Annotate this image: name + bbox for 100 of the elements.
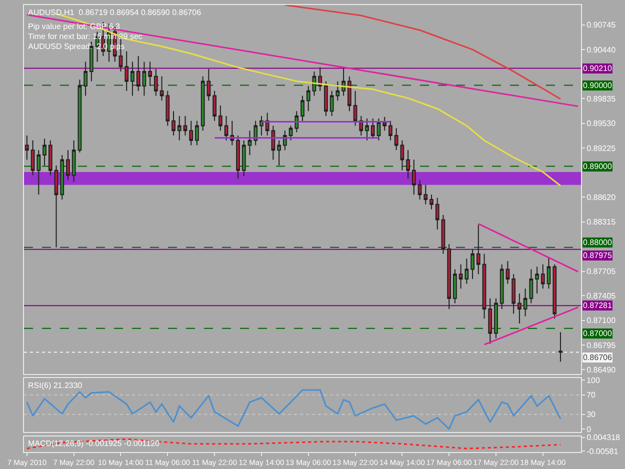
- candlestick: [248, 130, 252, 156]
- candlestick: [72, 140, 76, 182]
- candlestick: [218, 105, 222, 132]
- ref-line-label: 0.87000: [583, 329, 612, 338]
- y-tick-label: 0.89530: [586, 119, 616, 128]
- candlestick: [494, 298, 498, 339]
- candlestick: [60, 154, 64, 200]
- candlestick: [206, 68, 211, 102]
- candlestick: [300, 95, 304, 122]
- candlestick: [177, 116, 182, 141]
- candlestick: [488, 298, 492, 344]
- candlestick: [212, 90, 216, 122]
- candlestick: [318, 66, 322, 92]
- chart-title: AUDUSD,H1 0.86719 0.86954 0.86590 0.86706: [28, 8, 202, 17]
- candlestick: [447, 244, 452, 310]
- ref-line-label: 0.89000: [583, 162, 612, 171]
- candlestick: [224, 116, 228, 141]
- candlestick: [242, 140, 246, 177]
- ref-line-label: 0.90000: [583, 81, 612, 90]
- candlestick: [347, 76, 352, 112]
- candlestick: [254, 120, 258, 146]
- y-tick-label: 0.89835: [586, 94, 616, 104]
- candlestick: [552, 264, 557, 320]
- candlestick: [441, 214, 446, 254]
- candlestick: [25, 134, 29, 160]
- y-tick-label: 0: [586, 424, 592, 434]
- y-tick-label: 0.87405: [586, 291, 616, 300]
- ref-line-label: 0.86706: [583, 353, 612, 362]
- candlestick: [288, 125, 293, 141]
- candlestick: [453, 268, 457, 304]
- candlestick: [540, 264, 545, 290]
- candlestick: [189, 120, 194, 146]
- y-tick-label: 0.90440: [586, 45, 616, 54]
- candlestick: [476, 224, 480, 275]
- candlestick: [36, 150, 41, 196]
- candlestick: [435, 197, 440, 230]
- y-tick-label: 70: [586, 390, 596, 400]
- candlestick: [160, 76, 164, 102]
- y-tick-label: 0.89225: [586, 144, 616, 153]
- candlestick: [42, 138, 46, 166]
- y-tick-label: 0.004318: [586, 433, 621, 442]
- candlestick: [260, 116, 264, 136]
- y-tick-label: 0.90745: [586, 20, 616, 30]
- line-series: [26, 389, 562, 430]
- y-tick-label: 0.88315: [586, 218, 616, 227]
- y-tick-label: 0.87100: [586, 316, 616, 326]
- candlestick: [506, 260, 510, 284]
- ref-line-label: 0.90210: [583, 64, 612, 73]
- candlestick: [294, 110, 299, 133]
- candlestick: [370, 118, 375, 140]
- candlestick: [376, 118, 381, 141]
- candlestick: [388, 120, 392, 141]
- candlestick: [130, 61, 134, 96]
- y-tick-label: 0.88620: [586, 192, 616, 202]
- candlestick: [78, 79, 82, 154]
- candlestick: [154, 68, 158, 96]
- candlestick: [535, 266, 539, 294]
- candlestick: [406, 150, 410, 179]
- candlestick: [66, 150, 70, 181]
- candlestick: [512, 274, 516, 314]
- candlestick: [306, 86, 310, 112]
- candlestick: [424, 184, 428, 205]
- candlestick: [142, 61, 146, 96]
- ref-line-label: 0.87281: [583, 301, 612, 310]
- candlestick: [148, 61, 152, 87]
- candlestick: [324, 80, 328, 117]
- candlestick: [136, 56, 140, 92]
- candlestick: [236, 134, 240, 179]
- candlestick: [412, 159, 416, 196]
- candlestick: [183, 116, 188, 136]
- candlestick: [342, 66, 346, 96]
- candlestick: [382, 116, 387, 132]
- line-series: [284, 5, 562, 100]
- candlestick: [353, 90, 358, 126]
- chart-title: RSI(6) 21.2330: [28, 381, 83, 390]
- candlestick: [200, 76, 205, 132]
- y-tick-label: 30: [586, 410, 596, 420]
- candlestick: [166, 90, 170, 126]
- ref-line-label: 0.87975: [583, 251, 612, 260]
- line-series: [26, 438, 562, 450]
- candlestick: [54, 164, 58, 248]
- candlestick: [558, 332, 562, 362]
- candlestick: [277, 140, 281, 166]
- candlestick: [271, 125, 276, 160]
- candlestick: [458, 264, 463, 290]
- candlestick: [172, 110, 176, 136]
- candlestick: [48, 140, 52, 176]
- candlestick: [84, 61, 88, 96]
- ref-line-label: 0.88000: [583, 238, 612, 247]
- candlestick: [265, 112, 270, 136]
- candlestick: [418, 180, 422, 200]
- y-tick-label: -0.00581: [586, 446, 619, 456]
- candlestick: [430, 194, 434, 210]
- candlestick: [195, 120, 199, 146]
- candlestick: [365, 118, 369, 141]
- y-tick-label: 0.86795: [586, 340, 616, 350]
- candlestick: [482, 253, 486, 320]
- y-tick-label: 100: [586, 376, 600, 385]
- candlestick: [470, 248, 474, 280]
- y-tick-label: 0.87705: [586, 267, 616, 276]
